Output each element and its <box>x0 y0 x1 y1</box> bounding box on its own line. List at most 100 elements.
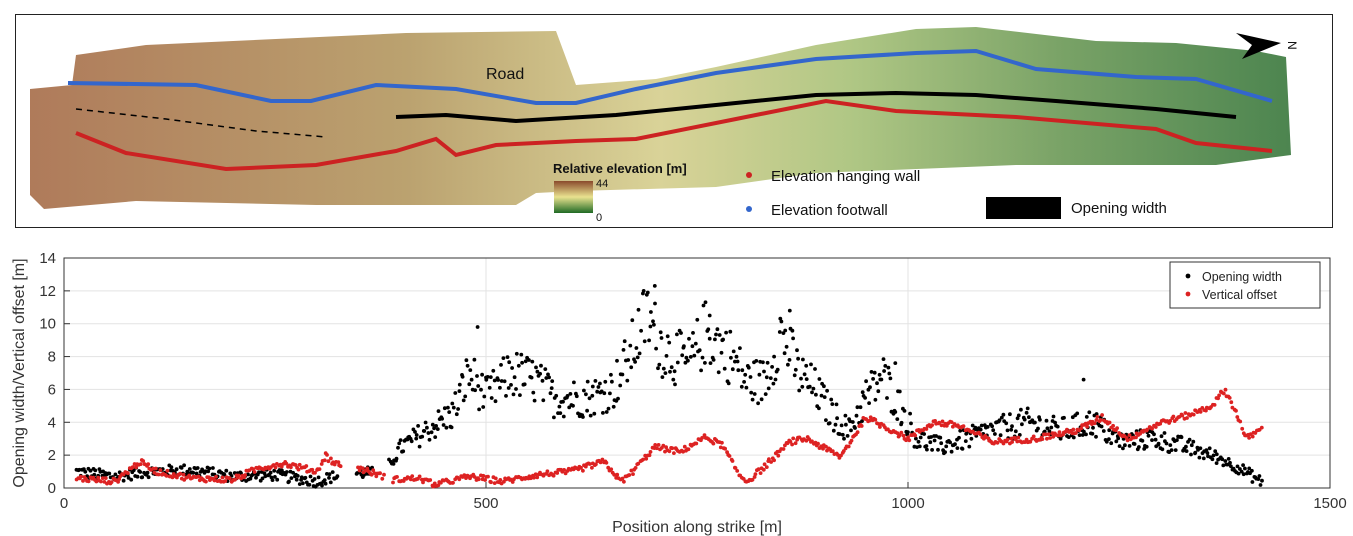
vertical-offset-point <box>325 453 329 457</box>
vertical-offset-point <box>606 465 611 470</box>
opening-width-point <box>839 423 844 428</box>
opening-width-peak-point <box>893 361 898 365</box>
opening-width-point <box>693 341 698 346</box>
vertical-offset-point <box>462 473 467 477</box>
vertical-offset-point <box>158 468 163 473</box>
opening-width-point <box>1010 424 1014 429</box>
vertical-offset-point <box>627 473 632 477</box>
opening-width-point <box>973 425 978 430</box>
vertical-offset-point <box>1057 430 1062 434</box>
vertical-offset-point <box>1134 435 1138 440</box>
opening-width-point <box>398 438 403 442</box>
vertical-offset-point <box>1001 441 1006 446</box>
colorbar-title: Relative elevation [m] <box>553 161 687 176</box>
opening-width-point <box>883 364 888 368</box>
opening-width-point <box>881 357 886 361</box>
opening-width-point <box>672 369 677 374</box>
vertical-offset-point <box>1259 425 1264 430</box>
opening-width-point <box>786 362 790 367</box>
opening-width-point <box>661 366 666 371</box>
vertical-offset-point <box>830 449 835 454</box>
opening-width-point <box>581 415 585 419</box>
vertical-offset-point <box>598 460 603 465</box>
vertical-offset-point <box>457 477 462 482</box>
vertical-offset-point <box>81 479 85 483</box>
vertical-offset-point <box>839 453 843 458</box>
vertical-offset-point <box>109 480 114 484</box>
opening-trace <box>395 90 1237 124</box>
vertical-offset-point <box>604 460 609 465</box>
vertical-offset-point <box>648 450 653 454</box>
vertical-offset-point <box>1238 419 1243 424</box>
opening-width-point <box>746 365 751 370</box>
opening-width-point <box>1137 445 1141 449</box>
vertical-offset-point <box>694 441 699 446</box>
opening-width-point <box>1099 424 1104 429</box>
vertical-offset-point <box>855 430 860 435</box>
vertical-offset-point <box>1168 419 1173 423</box>
opening-width-point <box>289 476 294 480</box>
vertical-offset-point <box>1183 411 1188 415</box>
opening-width-point <box>582 388 586 393</box>
y-tick-label: 14 <box>39 250 56 267</box>
vertical-offset-point <box>360 466 365 471</box>
vertical-offset-point <box>472 475 477 479</box>
opening-width-point <box>194 471 199 476</box>
opening-width-point <box>1024 410 1029 415</box>
opening-width-point <box>1197 455 1202 460</box>
vertical-offset-point <box>310 467 315 472</box>
elevation-map-panel: Road N Relative elevation [m] 44 0 Eleva… <box>15 14 1333 228</box>
vertical-offset-point <box>319 462 324 466</box>
vertical-offset-point <box>371 468 376 473</box>
north-label: N <box>1285 41 1299 50</box>
vertical-offset-point <box>762 462 767 467</box>
vertical-offset-point <box>428 478 433 482</box>
opening-width-point <box>811 386 816 391</box>
opening-width-point <box>1005 428 1010 433</box>
opening-width-point <box>498 385 502 390</box>
opening-width-point <box>763 392 768 396</box>
opening-width-point <box>790 328 795 333</box>
vertical-offset-point <box>1204 408 1208 413</box>
opening-width-point <box>275 477 280 482</box>
opening-width-point <box>113 472 118 477</box>
opening-width-peak-point <box>707 313 712 318</box>
vertical-offset-point <box>661 443 666 448</box>
opening-width-point <box>584 392 588 397</box>
vertical-offset-point <box>212 478 217 483</box>
vertical-offset-point <box>502 479 506 484</box>
opening-width-point <box>307 482 312 487</box>
vertical-offset-point <box>1031 434 1036 439</box>
vertical-offset-point <box>417 474 422 479</box>
opening-width-point <box>433 435 438 439</box>
opening-width-point <box>250 473 255 477</box>
opening-width-point <box>1071 435 1076 440</box>
opening-width-point <box>492 378 497 383</box>
opening-width-point <box>680 353 685 358</box>
vertical-offset-point <box>682 444 687 449</box>
y-tick-label: 4 <box>48 414 56 431</box>
opening-width-point <box>1016 413 1021 418</box>
vertical-offset-point <box>313 470 317 475</box>
opening-width-point <box>457 389 462 393</box>
vertical-offset-point <box>939 423 944 428</box>
vertical-offset-point <box>196 474 201 479</box>
opening-width-point <box>469 377 474 382</box>
opening-width-point <box>831 428 836 433</box>
opening-width-point <box>187 467 192 471</box>
vertical-offset-point <box>750 477 755 482</box>
opening-width-point <box>1153 437 1158 442</box>
legend-label-opening-width: Opening width <box>1202 270 1282 284</box>
opening-width-point <box>922 432 926 436</box>
vertical-offset-point <box>700 436 704 440</box>
opening-width-point <box>840 432 845 437</box>
opening-width-point <box>1001 412 1006 417</box>
colorbar-max-label: 44 <box>596 178 608 190</box>
opening-width-point <box>658 330 663 335</box>
vertical-offset-point <box>236 473 241 478</box>
vertical-offset-point <box>187 473 192 478</box>
opening-width-point <box>610 379 614 384</box>
opening-width-point <box>426 431 431 435</box>
vertical-offset-point <box>1180 413 1185 418</box>
opening-width-point <box>949 449 954 454</box>
